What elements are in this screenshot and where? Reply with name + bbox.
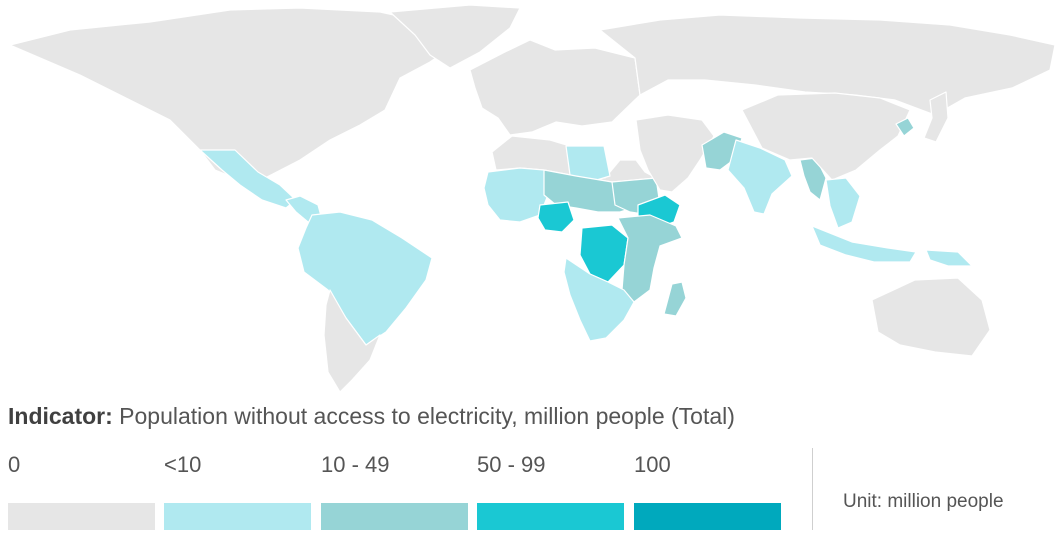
country-libya — [565, 145, 611, 183]
world-map-svg — [9, 4, 1056, 393]
country-australia — [871, 277, 991, 357]
indicator-label: Indicator: — [8, 403, 113, 429]
country-papua-new-guinea — [925, 249, 973, 267]
legend-label-lt10: <10 — [164, 452, 202, 477]
country-east-africa — [617, 214, 683, 303]
country-west-africa — [483, 167, 549, 223]
legend-label-10-49: 10 - 49 — [321, 452, 390, 477]
country-north-america — [9, 7, 456, 181]
country-south-america-north — [297, 211, 433, 346]
country-greenland — [389, 4, 521, 69]
country-south-america-south — [323, 289, 381, 393]
country-russia — [599, 14, 1056, 116]
country-japan — [923, 91, 949, 143]
legend-label-0: 0 — [8, 452, 21, 477]
country-southeast-asia — [825, 177, 861, 229]
country-north-korea — [895, 117, 915, 137]
legend-swatch-10-49 — [321, 503, 468, 530]
legend-divider — [812, 448, 813, 530]
country-nigeria — [537, 201, 575, 233]
country-indonesia — [811, 225, 917, 263]
legend-swatch-50-99 — [477, 503, 624, 530]
country-southern-africa — [563, 257, 635, 342]
legend-swatch-100 — [634, 503, 781, 530]
legend-swatch-lt10 — [164, 503, 311, 530]
country-europe — [469, 39, 641, 136]
world-map — [9, 4, 1056, 393]
country-dr-congo — [579, 224, 629, 283]
legend-label-100: 100 — [634, 452, 671, 477]
country-madagascar — [663, 281, 687, 317]
indicator-title: Indicator: Population without access to … — [8, 403, 1048, 430]
country-india — [727, 139, 793, 215]
legend-swatch-0 — [8, 503, 155, 530]
country-middle-east — [635, 114, 715, 193]
unit-label: Unit: million people — [843, 491, 1004, 512]
legend-label-50-99: 50 - 99 — [477, 452, 546, 477]
indicator-text: Population without access to electricity… — [112, 403, 735, 429]
country-china — [741, 92, 911, 181]
